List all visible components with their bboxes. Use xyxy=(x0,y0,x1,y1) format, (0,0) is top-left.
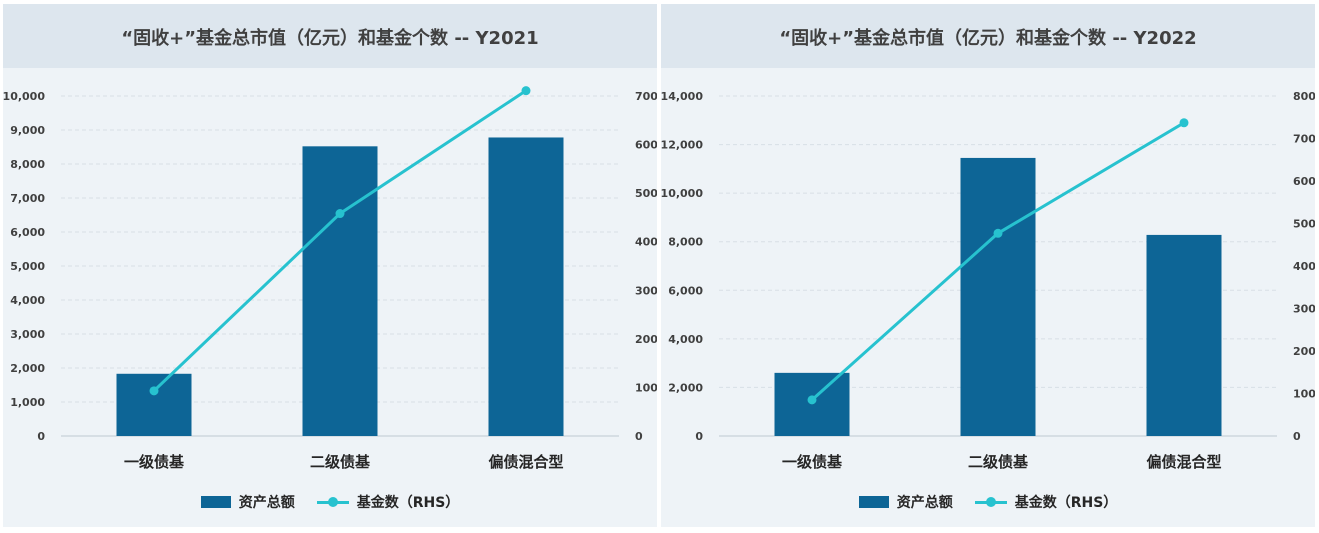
y-tick-label-right: 700 xyxy=(635,90,657,103)
bar xyxy=(1146,234,1222,436)
y-tick-label-right: 300 xyxy=(635,284,657,297)
bar xyxy=(960,157,1036,436)
y-tick-label-left: 6,000 xyxy=(668,284,703,297)
legend-item-fund-count: 基金数（RHS） xyxy=(974,492,1118,512)
y-tick-label-right: 600 xyxy=(1293,175,1315,188)
legend-line-swatch xyxy=(316,496,349,508)
y-tick-label-left: 2,000 xyxy=(668,381,703,394)
y-tick-label-right: 800 xyxy=(1293,90,1315,103)
legend-item-assets: 资产总额 xyxy=(858,492,953,512)
y-tick-label-left: 0 xyxy=(695,430,703,443)
y-tick-label-right: 200 xyxy=(635,333,657,346)
legend-bar-swatch xyxy=(200,496,231,508)
y-tick-label-left: 9,000 xyxy=(10,124,45,137)
y-tick-label-left: 14,000 xyxy=(661,90,703,103)
y-tick-label-left: 5,000 xyxy=(10,260,45,273)
line-point xyxy=(1179,118,1189,128)
chart-2022: 0 2,000 4,000 6,000 8,000 10,000 12,000 14,000 0… xyxy=(661,90,1315,471)
line-point xyxy=(149,386,159,396)
x-category-label: 偏债混合型 xyxy=(488,453,563,471)
chart-panel-2021: “固收+”基金总市值（亿元）和基金个数 -- Y2021 0 1,000 2,000… xyxy=(3,4,657,527)
line-point xyxy=(807,395,817,405)
y-tick-label-left: 4,000 xyxy=(10,294,45,307)
legend-label-fund-count: 基金数（RHS） xyxy=(1014,495,1118,511)
legend-item-fund-count: 基金数（RHS） xyxy=(316,492,460,512)
y-tick-label-right: 300 xyxy=(1293,303,1315,316)
y-tick-label-left: 10,000 xyxy=(661,187,703,200)
line-point xyxy=(993,228,1003,238)
y-tick-label-left: 8,000 xyxy=(10,158,45,171)
y-tick-label-left: 8,000 xyxy=(668,236,703,249)
bar xyxy=(774,372,850,436)
y-tick-label-right: 0 xyxy=(635,430,643,443)
y-tick-label-left: 0 xyxy=(37,430,45,443)
y-tick-label-right: 200 xyxy=(1293,345,1315,358)
y-tick-label-left: 4,000 xyxy=(668,333,703,346)
y-tick-label-right: 500 xyxy=(1293,218,1315,231)
legend-label-assets: 资产总额 xyxy=(238,495,295,511)
y-tick-label-right: 400 xyxy=(1293,260,1315,273)
y-tick-label-left: 10,000 xyxy=(3,90,45,103)
line-point xyxy=(521,86,531,96)
y-tick-label-left: 12,000 xyxy=(661,139,703,152)
legend-line-swatch xyxy=(974,496,1007,508)
bar xyxy=(302,146,378,436)
y-tick-label-right: 400 xyxy=(635,236,657,249)
legend-label-assets: 资产总额 xyxy=(896,495,953,511)
title-band xyxy=(3,4,657,68)
y-tick-label-left: 7,000 xyxy=(10,192,45,205)
x-category-label: 一级债基 xyxy=(124,453,185,471)
legend-label-fund-count: 基金数（RHS） xyxy=(356,495,460,511)
line-point xyxy=(335,209,345,219)
y-tick-label-left: 2,000 xyxy=(10,362,45,375)
legend-item-assets: 资产总额 xyxy=(200,492,295,512)
y-tick-label-left: 6,000 xyxy=(10,226,45,239)
y-tick-label-right: 700 xyxy=(1293,133,1315,146)
legend: 资产总额 基金数（RHS） xyxy=(661,492,1315,512)
y-tick-label-right: 100 xyxy=(635,381,657,394)
y-tick-label-left: 1,000 xyxy=(10,396,45,409)
x-category-label: 偏债混合型 xyxy=(1146,453,1221,471)
y-tick-label-left: 3,000 xyxy=(10,328,45,341)
x-category-label: 二级债基 xyxy=(968,453,1029,471)
y-tick-label-right: 0 xyxy=(1293,430,1301,443)
legend-bar-swatch xyxy=(858,496,889,508)
title-band xyxy=(661,4,1315,68)
y-tick-label-right: 100 xyxy=(1293,388,1315,401)
x-category-label: 一级债基 xyxy=(782,453,843,471)
x-category-label: 二级债基 xyxy=(310,453,371,471)
y-tick-label-right: 500 xyxy=(635,187,657,200)
chart-title: “固收+”基金总市值（亿元）和基金个数 -- Y2021 xyxy=(121,28,539,49)
chart-2021: 0 1,000 2,000 3,000 4,000 5,000 6,000 7,000 8,00… xyxy=(3,86,657,471)
bar xyxy=(488,137,564,437)
legend: 资产总额 基金数（RHS） xyxy=(3,492,657,512)
y-tick-label-right: 600 xyxy=(635,139,657,152)
chart-panel-2022: “固收+”基金总市值（亿元）和基金个数 -- Y2022 0 2,000 4,000… xyxy=(661,4,1315,527)
bar xyxy=(116,373,192,436)
chart-title: “固收+”基金总市值（亿元）和基金个数 -- Y2022 xyxy=(779,28,1197,49)
